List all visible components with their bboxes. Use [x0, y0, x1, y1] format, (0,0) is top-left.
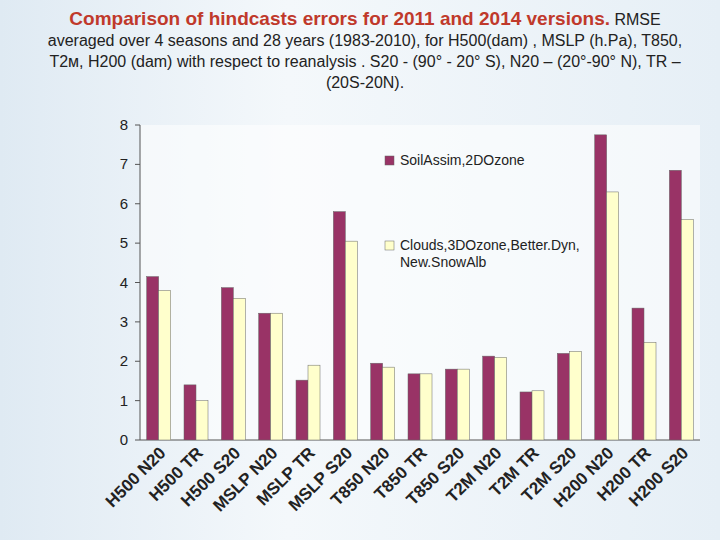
title: Comparison of hindcasts errors for 2011 … — [69, 8, 610, 29]
bar — [296, 380, 308, 440]
bar — [644, 342, 656, 440]
bar — [233, 298, 245, 440]
tick — [135, 321, 140, 322]
bar — [457, 369, 469, 440]
tick — [135, 282, 140, 283]
tick-label: 5 — [120, 234, 128, 251]
legend-label: Clouds,3DOzone,Better.Dyn,New.SnowAlb — [400, 237, 580, 270]
tick-label: 3 — [120, 313, 128, 330]
bar — [345, 241, 357, 440]
y-axis — [140, 125, 141, 440]
legend-line: SoilAssim,2DOzone — [400, 152, 525, 168]
bar — [681, 220, 693, 441]
bar — [271, 313, 283, 440]
bar — [147, 277, 159, 440]
tick-label: 1 — [120, 392, 128, 409]
category-label: H200 S20 — [625, 443, 692, 510]
tick — [135, 243, 140, 244]
tick — [135, 440, 140, 441]
bar — [557, 353, 569, 440]
header: Comparison of hindcasts errors for 2011 … — [40, 8, 690, 93]
bar — [669, 170, 681, 440]
tick — [135, 400, 140, 401]
legend-swatch — [385, 241, 394, 250]
bar — [595, 135, 607, 440]
chart: 012345678H500 N20H500 TRH500 S20MSLP N20… — [0, 0, 720, 540]
bar — [383, 367, 395, 440]
tick-label: 8 — [120, 116, 128, 133]
bars — [147, 135, 694, 440]
tick-label: 2 — [120, 352, 128, 369]
bar — [420, 374, 432, 440]
bar — [495, 357, 507, 440]
bar — [259, 313, 271, 440]
bar — [333, 212, 345, 440]
bar — [569, 351, 581, 440]
tick — [135, 125, 140, 126]
legend: SoilAssim,2DOzone Clouds,3DOzone,Better.D… — [385, 152, 580, 270]
legend-label: SoilAssim,2DOzone — [400, 152, 525, 168]
tick-label: 4 — [120, 274, 128, 291]
bar — [184, 385, 196, 440]
tick-label: 6 — [120, 195, 128, 212]
bar — [196, 401, 208, 440]
bar — [483, 356, 495, 440]
plot-area — [140, 125, 700, 440]
bar — [221, 288, 233, 440]
tick — [135, 203, 140, 204]
tick — [135, 361, 140, 362]
bar — [308, 365, 320, 440]
legend-line: New.SnowAlb — [400, 254, 487, 270]
legend-swatch — [385, 156, 394, 165]
bar — [159, 290, 171, 440]
bar — [532, 391, 544, 440]
tick-label: 7 — [120, 155, 128, 172]
bar — [632, 308, 644, 440]
bar — [445, 369, 457, 440]
tick — [135, 164, 140, 165]
bar — [371, 363, 383, 440]
bar — [520, 392, 532, 440]
tick-label: 0 — [120, 431, 128, 448]
bar — [607, 192, 619, 440]
legend-line: Clouds,3DOzone,Better.Dyn, — [400, 237, 580, 253]
bar — [408, 374, 420, 440]
